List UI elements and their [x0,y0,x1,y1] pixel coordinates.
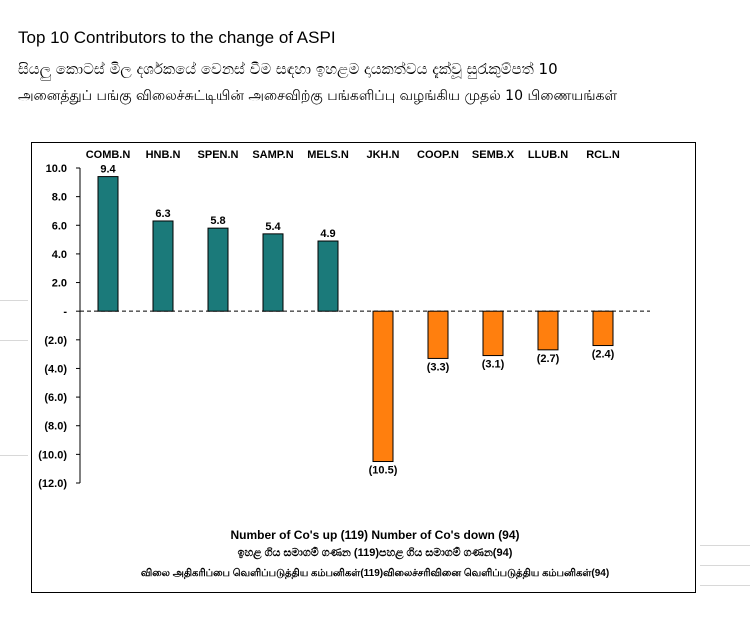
data-label: 5.8 [210,215,225,227]
chart-title: Top 10 Contributors to the change of ASP… [18,28,336,47]
y-tick-label: (8.0) [44,421,67,433]
y-tick-label: 8.0 [52,192,67,204]
y-tick-label: 6.0 [52,220,67,232]
category-label: RCL.N [586,149,620,161]
bar-coop-n [427,310,449,359]
bar-jkh-n [372,310,394,463]
bar-semb-x [482,310,504,357]
footnote-english: Number of Co's up (119) Number of Co's d… [230,528,520,542]
y-tick-label: (6.0) [44,392,67,404]
bar-samp-n [262,233,284,312]
category-label: SEMB.X [472,149,515,161]
data-label: (3.1) [482,359,505,371]
y-tick-label: (4.0) [44,363,67,375]
category-label: HNB.N [146,149,181,161]
category-label: COOP.N [417,149,459,161]
data-label: 5.4 [265,221,281,233]
y-tick-label: 4.0 [52,249,67,261]
data-label: 9.4 [100,164,116,176]
data-label: (10.5) [369,465,398,477]
bar-spen-n [207,227,229,312]
bar-llub-n [537,310,559,351]
category-label: COMB.N [86,149,131,161]
category-label: MELS.N [307,149,349,161]
y-tick-label: 10.0 [46,163,67,175]
data-label: 6.3 [155,208,170,220]
y-tick-label: 2.0 [52,278,67,290]
category-label: SPEN.N [198,149,239,161]
category-label: SAMP.N [252,149,293,161]
chart-subtitle-tamil: அனைத்துப் பங்கு விலைச்சுட்டியின் அசைவிற்… [18,88,618,104]
y-tick-label: (12.0) [38,478,67,490]
data-label: (3.3) [427,361,450,373]
data-label: 4.9 [320,228,335,240]
chart-frame [31,142,696,593]
y-tick-label: (2.0) [44,335,67,347]
bar-rcl-n [592,310,614,347]
y-tick-label: (10.0) [38,449,67,461]
bar-comb-n [97,176,119,312]
category-label: JKH.N [366,149,399,161]
footnote-sinhala: ඉහළ ගිය සමාගම් ගණන (119)පහළ ගිය සමාගම් ග… [237,547,513,559]
bar-hnb-n [152,220,174,312]
footnote-tamil: விலை அதிகரிப்பை வெளிப்படுத்திய கம்பனிகள்… [140,568,610,579]
chart-subtitle-sinhala: සියලු කොටස් මිල දර්ශකයේ වෙනස් වීම සඳහා ඉ… [18,60,558,78]
data-label: (2.7) [537,353,560,365]
y-tick-label: - [63,306,67,318]
bar-mels-n [317,240,339,312]
category-label: LLUB.N [528,149,568,161]
data-label: (2.4) [592,349,615,361]
